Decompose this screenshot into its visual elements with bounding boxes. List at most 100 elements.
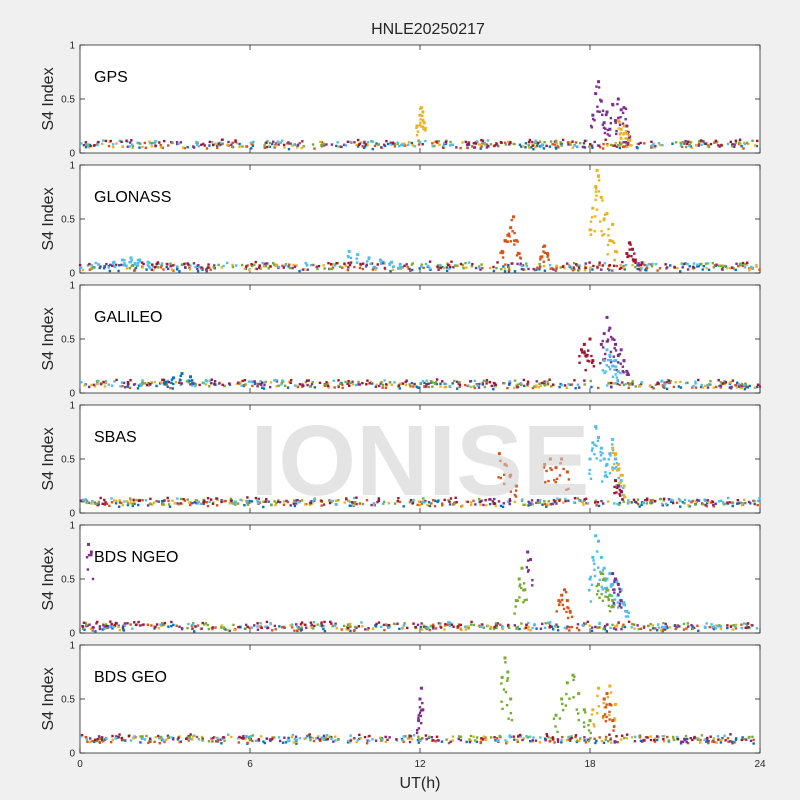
data-point [189, 737, 192, 741]
data-point [274, 142, 278, 145]
data-point [458, 383, 462, 387]
data-point [616, 601, 620, 604]
data-point [138, 624, 142, 627]
data-point [520, 267, 524, 271]
data-point [267, 145, 270, 148]
data-point [494, 623, 498, 627]
data-point [629, 243, 632, 246]
data-point [438, 143, 441, 147]
data-point [616, 606, 620, 609]
data-point [631, 264, 634, 267]
data-point [120, 263, 123, 267]
data-point [550, 468, 553, 472]
data-point [257, 738, 260, 741]
data-point [266, 626, 270, 630]
data-point [101, 502, 104, 505]
data-point [444, 142, 448, 145]
data-point [694, 386, 698, 389]
data-point [90, 383, 93, 387]
data-point [80, 381, 83, 384]
data-point [208, 385, 211, 388]
data-point [156, 734, 160, 738]
data-point [614, 457, 617, 461]
data-point [621, 111, 625, 115]
data-point [643, 739, 646, 742]
data-point [732, 267, 735, 270]
data-point [612, 601, 616, 605]
data-point [386, 142, 390, 146]
data-point [602, 741, 606, 744]
data-point [428, 260, 432, 263]
data-point [528, 739, 532, 743]
data-point [380, 146, 383, 149]
data-point [603, 706, 606, 709]
data-point [423, 381, 426, 385]
data-point [697, 264, 700, 268]
data-point [592, 365, 596, 368]
data-point [131, 144, 135, 148]
data-point [565, 692, 568, 696]
data-point [222, 736, 225, 739]
data-point [305, 263, 308, 266]
data-point [513, 493, 517, 497]
data-point [381, 738, 384, 741]
data-point [132, 500, 135, 504]
data-point [147, 741, 150, 745]
data-point [384, 740, 388, 743]
panel-frame [79, 44, 761, 154]
data-point [298, 141, 301, 145]
data-point [449, 497, 453, 500]
data-point [87, 501, 91, 504]
data-point [141, 145, 144, 149]
data-point [494, 383, 497, 387]
data-point [574, 141, 578, 144]
data-point [517, 577, 521, 581]
data-point [604, 595, 607, 598]
data-point [589, 736, 592, 740]
data-point [94, 261, 97, 265]
data-point [81, 624, 84, 628]
data-point [589, 731, 592, 735]
data-point [631, 247, 634, 251]
data-point [553, 500, 557, 503]
data-point [671, 735, 675, 739]
data-point [622, 486, 625, 490]
data-point [214, 142, 217, 145]
data-point [323, 737, 326, 740]
data-point [496, 261, 499, 264]
data-point [611, 604, 614, 607]
data-point [414, 626, 418, 629]
data-point [542, 260, 545, 263]
data-point [604, 706, 608, 709]
data-point [281, 741, 285, 744]
data-point [183, 146, 187, 150]
data-point [618, 383, 621, 387]
data-point [131, 502, 134, 506]
data-point [606, 133, 609, 136]
data-point [136, 258, 140, 262]
data-point [401, 382, 405, 385]
data-point [408, 734, 411, 737]
data-point [681, 266, 684, 269]
data-point [406, 143, 410, 147]
data-point [679, 499, 682, 503]
data-point [508, 268, 511, 272]
data-point [755, 265, 758, 268]
series-galileo-3 [162, 372, 194, 386]
data-point [544, 622, 547, 625]
data-point [614, 365, 618, 368]
data-point [375, 383, 378, 387]
data-point [417, 714, 420, 717]
data-point [507, 266, 511, 269]
x-tick-label: 18 [584, 759, 596, 770]
data-point [607, 604, 611, 608]
data-point [593, 737, 596, 740]
data-point [120, 501, 123, 505]
data-point [559, 462, 562, 465]
data-point [617, 354, 620, 358]
data-point [704, 384, 707, 388]
data-point [653, 499, 657, 503]
data-point [170, 378, 174, 381]
data-point [450, 623, 454, 626]
data-point [191, 501, 194, 505]
